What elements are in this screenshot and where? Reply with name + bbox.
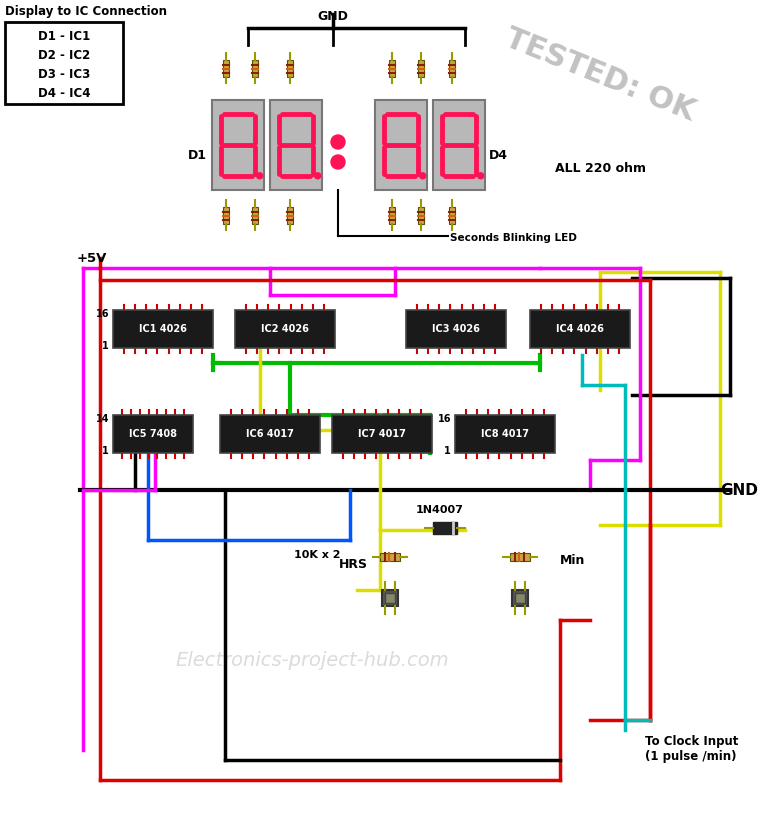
Text: GND: GND xyxy=(317,10,349,23)
Bar xyxy=(5,22,123,104)
Text: 1: 1 xyxy=(102,341,109,351)
Bar xyxy=(449,59,455,77)
Bar xyxy=(375,100,427,190)
Circle shape xyxy=(419,173,425,178)
Bar xyxy=(433,100,485,190)
Text: IC2 4026: IC2 4026 xyxy=(261,324,309,334)
Bar xyxy=(510,553,530,561)
Text: 16: 16 xyxy=(95,309,109,319)
Text: Min: Min xyxy=(560,553,585,566)
Text: IC4 4026: IC4 4026 xyxy=(556,324,604,334)
Circle shape xyxy=(315,173,321,178)
Text: D3 - IC3: D3 - IC3 xyxy=(38,68,90,81)
Bar xyxy=(389,206,395,223)
Circle shape xyxy=(331,155,345,169)
Text: IC5 7408: IC5 7408 xyxy=(129,429,177,439)
Text: TESTED: OK: TESTED: OK xyxy=(501,24,700,126)
Bar xyxy=(212,100,264,190)
Text: IC1 4026: IC1 4026 xyxy=(139,324,187,334)
Bar xyxy=(406,310,506,348)
Bar xyxy=(287,59,293,77)
Text: IC3 4026: IC3 4026 xyxy=(432,324,480,334)
Bar xyxy=(433,522,457,534)
Bar xyxy=(332,415,432,453)
Text: To Clock Input
(1 pulse /min): To Clock Input (1 pulse /min) xyxy=(645,735,738,763)
Bar xyxy=(512,590,528,606)
Bar xyxy=(418,206,424,223)
Text: ALL 220 ohm: ALL 220 ohm xyxy=(555,161,646,174)
Text: D1: D1 xyxy=(188,148,207,161)
Bar xyxy=(385,593,395,603)
Circle shape xyxy=(478,173,484,178)
Bar xyxy=(287,206,293,223)
Text: HRS: HRS xyxy=(339,558,368,571)
Text: Display to IC Connection: Display to IC Connection xyxy=(5,5,167,18)
Bar xyxy=(113,415,193,453)
Text: GND: GND xyxy=(720,482,758,497)
Bar xyxy=(389,59,395,77)
Bar xyxy=(270,100,322,190)
Circle shape xyxy=(257,173,263,178)
Text: 10K x 2: 10K x 2 xyxy=(293,550,340,560)
Bar xyxy=(380,553,400,561)
Text: 1: 1 xyxy=(102,446,109,456)
Text: 1N4007: 1N4007 xyxy=(416,505,464,515)
Bar xyxy=(223,59,229,77)
Bar xyxy=(455,415,555,453)
Text: Seconds Blinking LED: Seconds Blinking LED xyxy=(450,233,577,243)
Bar xyxy=(220,415,320,453)
Bar xyxy=(252,206,258,223)
Text: D1 - IC1: D1 - IC1 xyxy=(38,29,90,42)
Text: D4 - IC4: D4 - IC4 xyxy=(38,86,91,99)
Text: +5V: +5V xyxy=(77,252,108,265)
Bar xyxy=(235,310,335,348)
Text: IC7 4017: IC7 4017 xyxy=(358,429,406,439)
Bar xyxy=(530,310,630,348)
Circle shape xyxy=(331,135,345,149)
Text: D4: D4 xyxy=(489,148,508,161)
Text: IC6 4017: IC6 4017 xyxy=(246,429,294,439)
Bar xyxy=(382,590,398,606)
Text: D2 - IC2: D2 - IC2 xyxy=(38,49,90,61)
Bar xyxy=(515,593,525,603)
Text: Electronics-project-hub.com: Electronics-project-hub.com xyxy=(175,650,449,669)
Bar xyxy=(252,59,258,77)
Text: 1: 1 xyxy=(444,446,451,456)
Bar xyxy=(223,206,229,223)
Bar xyxy=(449,206,455,223)
Text: 14: 14 xyxy=(95,414,109,424)
Bar xyxy=(113,310,213,348)
Bar xyxy=(418,59,424,77)
Text: IC8 4017: IC8 4017 xyxy=(481,429,529,439)
Text: 16: 16 xyxy=(438,414,451,424)
